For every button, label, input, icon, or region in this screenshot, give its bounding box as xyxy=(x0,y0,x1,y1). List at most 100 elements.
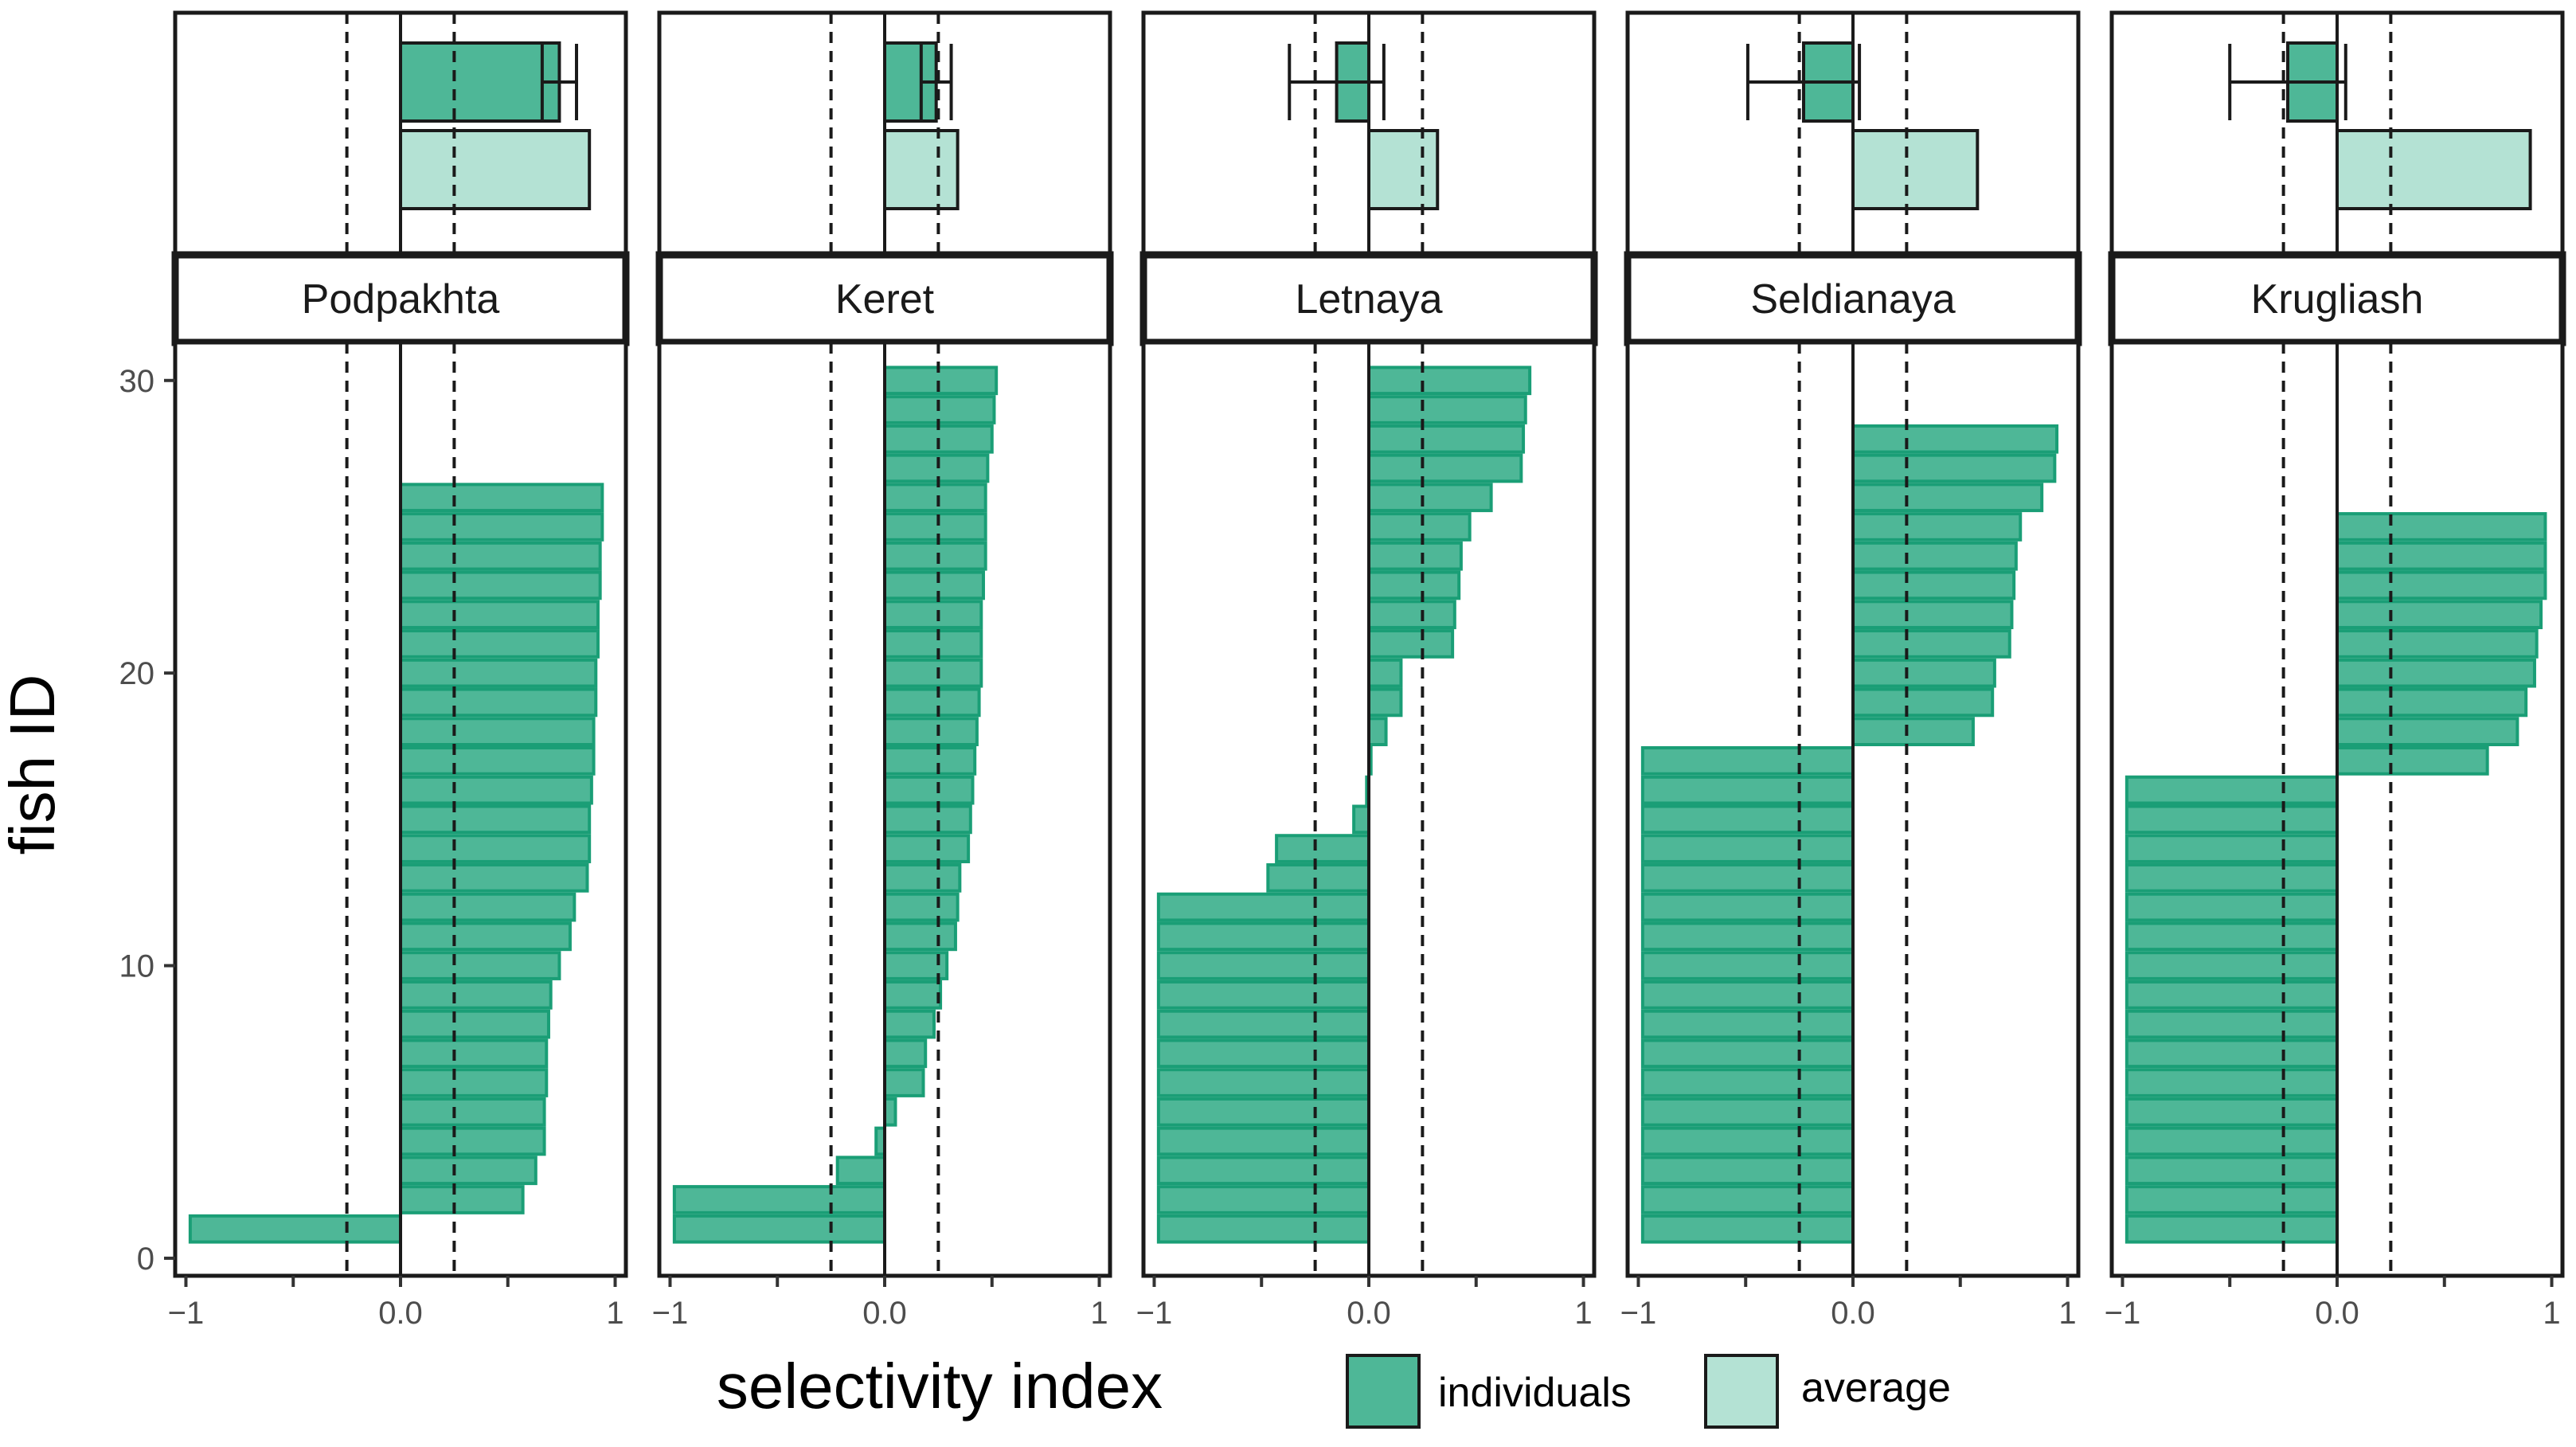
fish-bar xyxy=(1640,1068,1855,1097)
fish-bar xyxy=(399,483,604,513)
fish-bar xyxy=(399,1009,550,1039)
fish-bar xyxy=(1640,1097,1855,1127)
fish-bar xyxy=(1266,862,1371,893)
fish-bar xyxy=(1640,775,1855,805)
x-tick-label: 0.0 xyxy=(378,1296,423,1331)
fish-bar xyxy=(399,570,602,600)
fish-bar xyxy=(1640,1214,1855,1244)
fish-bar xyxy=(1367,395,1527,424)
strip-label: Letnaya xyxy=(1295,276,1442,323)
fish-bar xyxy=(1156,1214,1371,1244)
fish-bar xyxy=(1156,892,1371,922)
fish-bar xyxy=(1640,1009,1855,1039)
fish-bar xyxy=(1851,629,2011,659)
fish-bar xyxy=(672,1214,886,1244)
fish-bar xyxy=(1640,951,1855,980)
fish-bar xyxy=(1851,483,2044,513)
fish-bar xyxy=(1851,453,2057,483)
fish-bar xyxy=(399,1097,546,1127)
strip-label: Keret xyxy=(835,276,935,323)
fish-bar xyxy=(1367,453,1523,483)
fish-bar xyxy=(1156,980,1371,1010)
fish-bar xyxy=(2125,951,2340,980)
strip-label: Seldianaya xyxy=(1750,276,1955,323)
fish-bar xyxy=(1851,658,1996,688)
fish-bar xyxy=(2336,541,2547,571)
fish-bar xyxy=(883,541,987,571)
fish-bar xyxy=(2125,1126,2340,1156)
fish-bar xyxy=(1367,658,1403,688)
x-axis-title: selectivity index xyxy=(717,1351,1163,1422)
x-tick-label: 0.0 xyxy=(1831,1296,1875,1331)
fish-bar xyxy=(2125,834,2340,863)
fish-bar xyxy=(399,892,577,922)
fish-bar xyxy=(883,862,962,893)
fish-bar xyxy=(1275,834,1370,863)
fish-bar xyxy=(1156,1068,1371,1097)
fish-bar xyxy=(883,687,981,718)
fish-bar xyxy=(1640,892,1855,922)
fish-bar xyxy=(399,629,600,659)
fish-bar xyxy=(2336,717,2519,747)
summary-bar-average xyxy=(1367,129,1440,210)
fish-bar xyxy=(399,1185,525,1214)
fish-bar xyxy=(1851,687,1995,718)
fish-bar xyxy=(1640,1126,1855,1156)
x-tick-label: −1 xyxy=(652,1296,689,1331)
x-tick-label: −1 xyxy=(168,1296,205,1331)
fish-bar xyxy=(883,980,943,1010)
fish-bar xyxy=(1156,1009,1371,1039)
fish-bar xyxy=(2336,512,2547,542)
fish-bar xyxy=(1367,483,1493,513)
y-tick-label: 20 xyxy=(119,656,155,691)
strip-label: Podpakhta xyxy=(302,276,500,323)
fish-bar xyxy=(883,951,949,980)
legend: individuals average xyxy=(1346,1354,1951,1429)
fish-bar xyxy=(883,804,972,835)
strip-box xyxy=(1624,251,2082,346)
fish-bar xyxy=(1156,921,1371,952)
x-tick-label: −1 xyxy=(1620,1296,1657,1331)
fish-bar xyxy=(1367,687,1403,718)
fish-bar xyxy=(1367,512,1472,542)
x-tick-label: 0.0 xyxy=(862,1296,907,1331)
fish-bar xyxy=(1851,717,1975,747)
fish-bar xyxy=(1640,804,1855,835)
legend-key-average xyxy=(1704,1354,1779,1429)
fish-bar xyxy=(2125,1214,2340,1244)
y-axis: 0 10 20 30 xyxy=(119,342,178,1277)
fish-bar xyxy=(1640,834,1855,863)
fish-bar xyxy=(883,512,987,542)
fish-bar xyxy=(883,717,979,747)
fish-bar xyxy=(1640,1038,1855,1069)
fish-bar xyxy=(1640,1185,1855,1214)
panel-letnaya: Letnaya −1 0.0 1 xyxy=(1136,10,1598,1331)
y-tick-label: 0 xyxy=(137,1242,154,1277)
fish-bar xyxy=(883,775,975,805)
fish-bar xyxy=(2336,687,2528,718)
fish-bar xyxy=(1640,980,1855,1010)
summary-bar-average xyxy=(883,129,960,210)
fish-bar xyxy=(1352,804,1370,835)
fish-bar xyxy=(883,921,957,952)
strip-box xyxy=(2108,251,2566,346)
fish-bar xyxy=(2125,1038,2340,1069)
fish-bar xyxy=(399,746,596,776)
fish-bar xyxy=(188,1214,402,1244)
panel-seldianaya: Seldianaya −1 0.0 1 xyxy=(1620,10,2082,1331)
legend-label-average: average xyxy=(1801,1365,1951,1411)
fish-bar xyxy=(399,1038,549,1069)
legend-key-individuals xyxy=(1346,1354,1421,1429)
fish-bar xyxy=(672,1185,886,1214)
x-tick-label: 0.0 xyxy=(2315,1296,2359,1331)
fish-bar xyxy=(1640,746,1855,776)
strip-label: Krugliash xyxy=(2251,276,2424,323)
fish-bar xyxy=(2336,658,2536,688)
summary-bar-individuals xyxy=(399,41,561,123)
fish-bar xyxy=(399,834,592,863)
fish-bar xyxy=(399,512,604,542)
fish-bar xyxy=(2125,892,2340,922)
fish-bar xyxy=(1851,512,2023,542)
fish-bar xyxy=(1156,1126,1371,1156)
